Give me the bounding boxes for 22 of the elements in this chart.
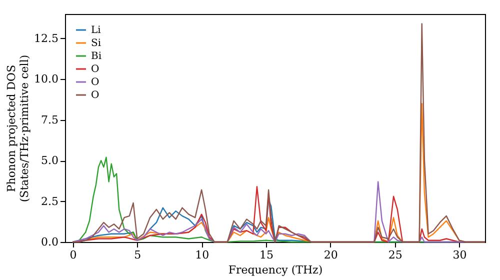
legend-label: O (91, 77, 100, 88)
x-tick-label: 20 (324, 248, 338, 262)
legend-label: Bi (91, 51, 102, 62)
y-tick-label: 7.5 (41, 113, 58, 126)
legend-label: O (91, 64, 100, 75)
y-axis-title: Phonon projected DOS (States/THz·primitive cell) (5, 54, 32, 202)
x-axis-title: Frequency (THz) (228, 264, 323, 276)
y-tick-label: 10.0 (34, 72, 58, 86)
legend-label: O (91, 90, 100, 101)
x-tick-label: 5 (134, 248, 142, 262)
y-tick-label: 2.5 (41, 194, 58, 208)
y-tick-label: 5.0 (41, 154, 58, 168)
x-tick-label: 0 (70, 248, 77, 262)
y-tick-label: 0.0 (41, 236, 58, 248)
x-tick-label: 25 (388, 248, 402, 262)
x-tick-label: 30 (452, 248, 467, 262)
line-series (72, 23, 486, 243)
y-tick-label: 12.5 (34, 32, 58, 45)
legend-label: Li (91, 25, 101, 36)
legend-label: Si (91, 38, 102, 49)
x-tick-label: 15 (259, 248, 274, 262)
x-tick-label: 10 (195, 248, 210, 262)
